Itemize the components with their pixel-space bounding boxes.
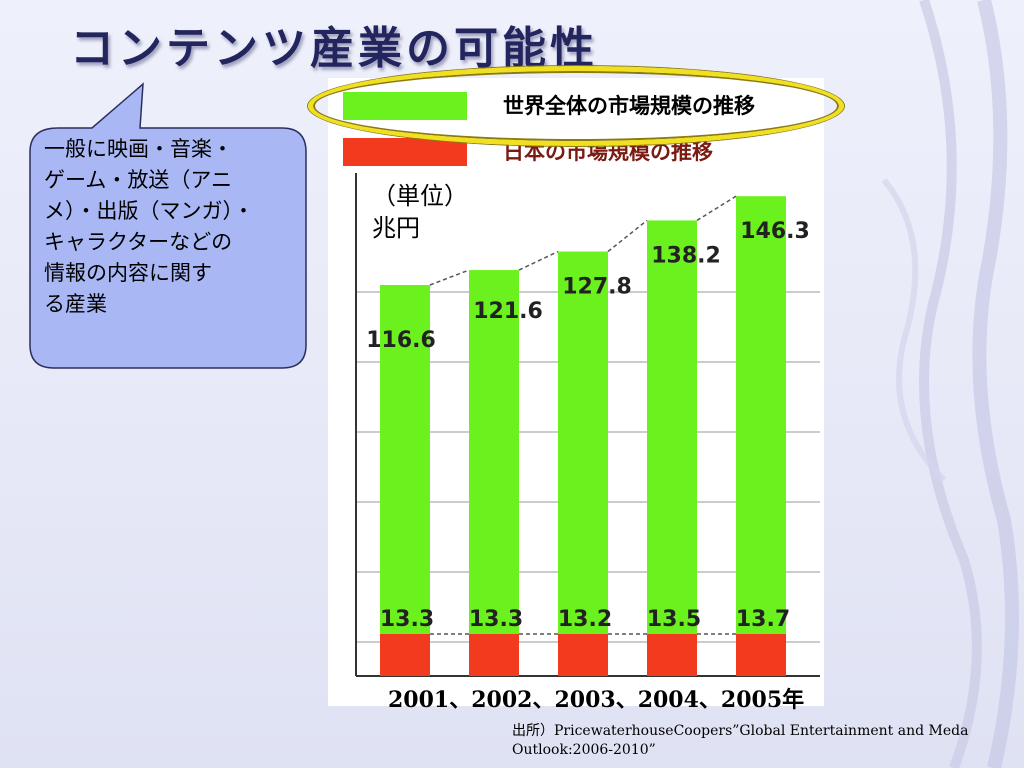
callout-line: キャラクターなどの	[44, 230, 233, 254]
callout-line: メ）・出版（マンガ）・	[44, 199, 254, 223]
trend-line-world	[429, 269, 470, 286]
data-label-japan: 13.3	[380, 607, 434, 632]
trend-line-world	[696, 195, 737, 222]
bar-world-2004	[647, 220, 697, 634]
trend-line-world	[607, 219, 648, 253]
background-decoration	[881, 0, 1019, 768]
callout-line: る産業	[44, 292, 107, 316]
data-label-japan: 13.2	[558, 607, 612, 632]
data-label-world: 138.2	[651, 243, 721, 268]
unit-label-line: （単位）	[372, 182, 468, 210]
unit-label-line: 兆円	[372, 214, 420, 242]
bar-world-2001	[380, 285, 430, 634]
slide-title: コンテンツ産業の可能性	[70, 23, 598, 74]
bar-japan-2001	[380, 634, 430, 676]
unit-label: （単位） 兆円	[372, 180, 468, 244]
data-label-japan: 13.3	[469, 607, 523, 632]
data-label-japan: 13.5	[647, 607, 701, 632]
legend-highlight-ellipse	[308, 66, 844, 146]
bar-japan-2005	[736, 634, 786, 676]
bar-chart: 116.6 13.3 121.6 13.3 127.8 13.2 138.2 13.5 146.…	[355, 173, 820, 677]
callout-line: 情報の内容に関す	[44, 261, 212, 285]
chart-panel: 世界全体の市場規模の推移 日本の市場規模の推移 116.6 13.3 121.6 13…	[328, 78, 824, 706]
data-label-japan: 13.7	[736, 607, 790, 632]
bar-japan-2004	[647, 634, 697, 676]
legend-swatch-japan	[343, 138, 467, 166]
bar-japan-2003	[558, 634, 608, 676]
data-label-world: 116.6	[366, 328, 436, 353]
callout-text: 一般に映画・音楽・ ゲーム・放送（アニ メ）・出版（マンガ）・ キャラクターなど…	[44, 134, 294, 320]
trend-line-world	[518, 250, 559, 271]
source-note: 出所）PricewaterhouseCoopers”Global Enterta…	[512, 723, 969, 758]
callout-line: 一般に映画・音楽・	[44, 137, 233, 161]
data-label-world: 121.6	[473, 299, 543, 324]
bar-world-2005	[736, 196, 786, 634]
bar-world-2003	[558, 251, 608, 634]
bar-japan-2002	[469, 634, 519, 676]
x-axis-year-label: 2001、2002、2003、2004、2005年	[388, 687, 805, 713]
callout-bubble	[29, 82, 307, 369]
callout-line: ゲーム・放送（アニ	[44, 168, 232, 192]
bar-world-2002	[469, 270, 519, 634]
data-label-world: 127.8	[562, 275, 632, 300]
data-label-world: 146.3	[740, 219, 810, 244]
